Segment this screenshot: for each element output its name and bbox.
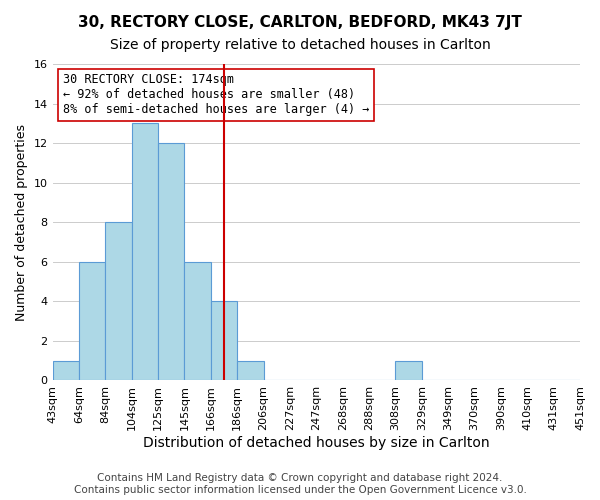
Bar [158,143,184,380]
Bar [105,222,131,380]
Text: 30 RECTORY CLOSE: 174sqm
← 92% of detached houses are smaller (48)
8% of semi-de: 30 RECTORY CLOSE: 174sqm ← 92% of detach… [63,74,370,116]
Text: Size of property relative to detached houses in Carlton: Size of property relative to detached ho… [110,38,490,52]
Bar [79,262,105,380]
Text: Contains HM Land Registry data © Crown copyright and database right 2024.
Contai: Contains HM Land Registry data © Crown c… [74,474,526,495]
Bar [53,360,79,380]
Bar [184,262,211,380]
Bar [211,302,237,380]
Y-axis label: Number of detached properties: Number of detached properties [15,124,28,320]
Bar [395,360,422,380]
Bar [131,124,158,380]
Text: 30, RECTORY CLOSE, CARLTON, BEDFORD, MK43 7JT: 30, RECTORY CLOSE, CARLTON, BEDFORD, MK4… [78,15,522,30]
X-axis label: Distribution of detached houses by size in Carlton: Distribution of detached houses by size … [143,436,490,450]
Bar [237,360,263,380]
